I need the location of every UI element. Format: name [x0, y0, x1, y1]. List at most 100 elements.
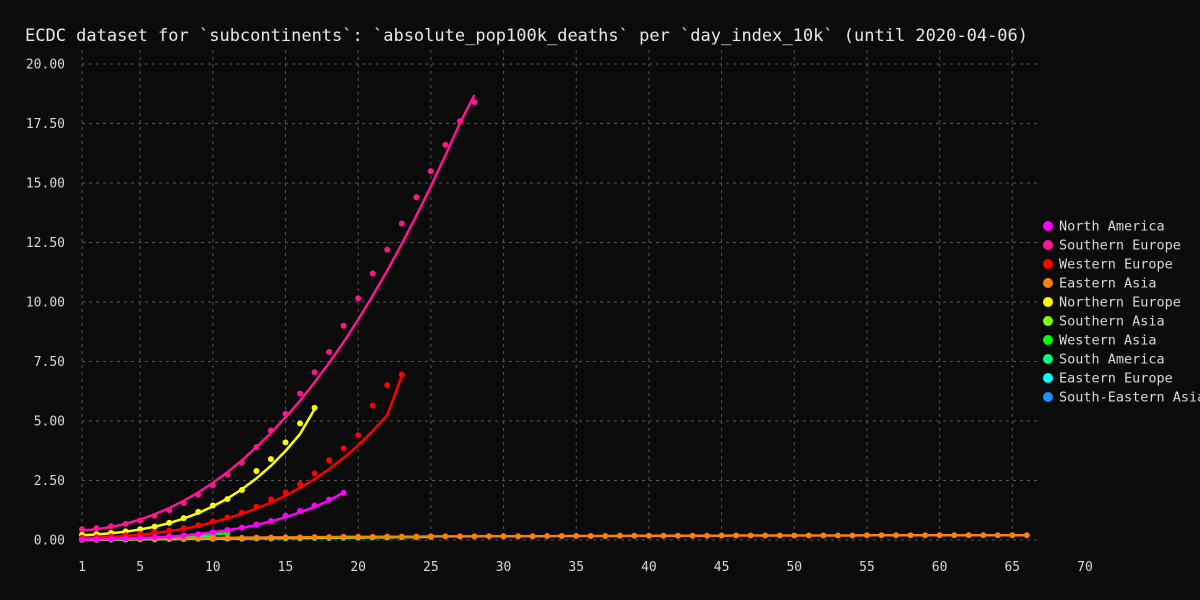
data-point: [398, 371, 405, 378]
data-point: [369, 533, 376, 540]
data-point: [311, 502, 318, 509]
data-point: [529, 533, 536, 540]
legend-marker: [1043, 259, 1053, 269]
data-point: [471, 533, 478, 540]
data-point: [893, 532, 900, 539]
data-point: [195, 522, 202, 529]
data-point: [209, 518, 216, 525]
data-point: [645, 532, 652, 539]
data-point: [980, 532, 987, 539]
data-point: [311, 470, 318, 477]
x-tick-label: 10: [205, 560, 221, 575]
y-tick-label: 7.50: [34, 355, 65, 370]
legend-marker: [1043, 335, 1053, 345]
x-tick-label: 30: [496, 560, 512, 575]
legend-label: North America: [1059, 219, 1165, 235]
data-point: [791, 532, 798, 539]
data-point: [500, 533, 507, 540]
data-point: [267, 496, 274, 503]
data-point: [558, 532, 565, 539]
data-point: [616, 532, 623, 539]
data-point: [326, 457, 333, 464]
x-tick-label: 55: [859, 560, 875, 575]
data-point: [166, 519, 173, 526]
axis-ticks: 0.00 2.50 5.00 7.50 10.00 12.50 15.00 17.50 20.0…: [26, 58, 1093, 576]
data-point: [108, 535, 115, 542]
data-point: [267, 517, 274, 524]
data-point: [137, 517, 144, 524]
data-point: [326, 496, 333, 503]
data-point: [587, 532, 594, 539]
legend-marker: [1043, 278, 1053, 288]
data-point: [297, 481, 304, 488]
data-point: [951, 532, 958, 539]
data-point: [1023, 532, 1030, 539]
x-tick-label: 15: [278, 560, 294, 575]
data-point: [180, 532, 187, 539]
data-point: [602, 532, 609, 539]
x-tick-label: 70: [1077, 560, 1093, 575]
data-point: [398, 533, 405, 540]
data-point: [486, 533, 493, 540]
data-point: [253, 521, 260, 528]
x-tick-label: 60: [932, 560, 948, 575]
series-north-america: [79, 489, 347, 543]
fit-line: [81, 94, 476, 532]
data-point: [166, 527, 173, 534]
data-point: [834, 532, 841, 539]
legend-marker: [1043, 240, 1053, 250]
data-point: [311, 369, 318, 376]
y-tick-label: 12.50: [26, 236, 65, 251]
data-point: [820, 532, 827, 539]
data-point: [456, 533, 463, 540]
data-point: [776, 532, 783, 539]
legend-label: Eastern Asia: [1059, 276, 1157, 292]
data-point: [573, 532, 580, 539]
data-point: [253, 503, 260, 510]
data-point: [384, 246, 391, 253]
data-point: [209, 535, 216, 542]
y-tick-label: 15.00: [26, 177, 65, 192]
data-point: [907, 532, 914, 539]
data-point: [209, 529, 216, 536]
data-point: [238, 459, 245, 466]
data-point: [151, 523, 158, 530]
data-point: [413, 533, 420, 540]
data-point: [224, 527, 231, 534]
data-point: [166, 533, 173, 540]
data-point: [282, 489, 289, 496]
data-point: [282, 439, 289, 446]
data-point: [238, 509, 245, 516]
data-point: [209, 502, 216, 509]
data-point: [195, 491, 202, 498]
legend-label: Southern Asia: [1059, 314, 1165, 330]
data-point: [863, 532, 870, 539]
data-point: [326, 534, 333, 541]
data-point: [137, 534, 144, 541]
data-point: [180, 500, 187, 507]
data-point: [326, 348, 333, 355]
x-tick-label: 25: [423, 560, 439, 575]
legend-label: Eastern Europe: [1059, 371, 1173, 387]
data-point: [849, 532, 856, 539]
data-point: [674, 532, 681, 539]
data-point: [369, 270, 376, 277]
data-point: [253, 467, 260, 474]
data-point: [340, 322, 347, 329]
legend-marker: [1043, 373, 1053, 383]
x-tick-label: 1: [78, 560, 86, 575]
data-point: [151, 529, 158, 536]
data-point: [297, 390, 304, 397]
data-point: [805, 532, 812, 539]
data-point: [282, 410, 289, 417]
grid: [81, 50, 1040, 541]
data-point: [151, 512, 158, 519]
data-point: [689, 532, 696, 539]
x-tick-label: 5: [136, 560, 144, 575]
data-point: [195, 508, 202, 515]
data-point: [427, 533, 434, 540]
legend-label: Northern Europe: [1059, 295, 1181, 311]
data-point: [369, 402, 376, 409]
series-western-europe: [79, 371, 405, 541]
